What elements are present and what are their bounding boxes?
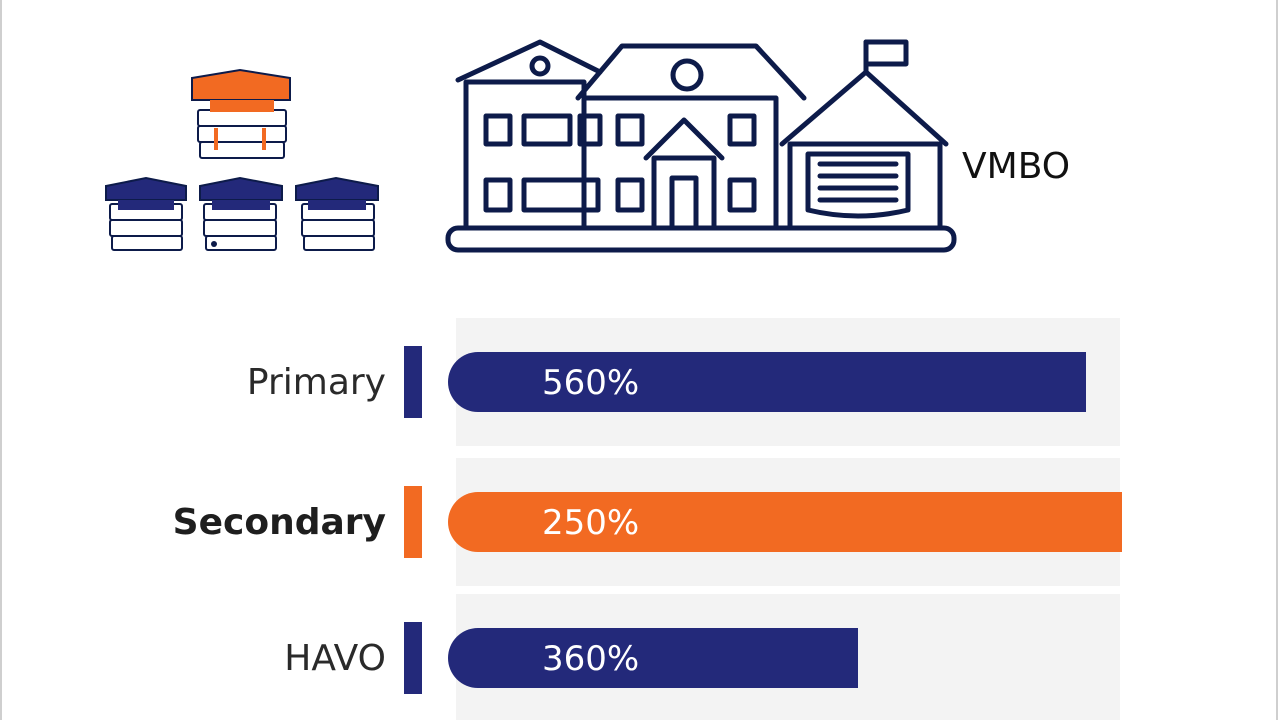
category-label: HAVO — [284, 638, 386, 679]
school-building-icon — [445, 39, 957, 253]
bar-chart: Primary 560% Secondary 250% HAVO 360% — [173, 318, 1122, 720]
bar-value-label: 560% — [542, 363, 639, 403]
navy-cap-icon-3 — [295, 176, 379, 251]
bar — [448, 352, 1086, 412]
category-label: Secondary — [173, 502, 386, 543]
category-marker — [404, 486, 422, 558]
navy-cap-icon-1 — [105, 176, 187, 251]
bar — [448, 628, 858, 688]
building-label: VMBO — [962, 146, 1070, 187]
category-marker — [404, 622, 422, 694]
navy-cap-icon-2 — [199, 176, 283, 251]
bar-value-label: 360% — [542, 639, 639, 679]
graduation-caps-books-icon — [105, 68, 379, 251]
bar-value-label: 250% — [542, 503, 639, 543]
bar — [448, 492, 1122, 552]
orange-cap-icon — [191, 68, 291, 159]
category-label: Primary — [247, 362, 386, 403]
category-marker — [404, 346, 422, 418]
